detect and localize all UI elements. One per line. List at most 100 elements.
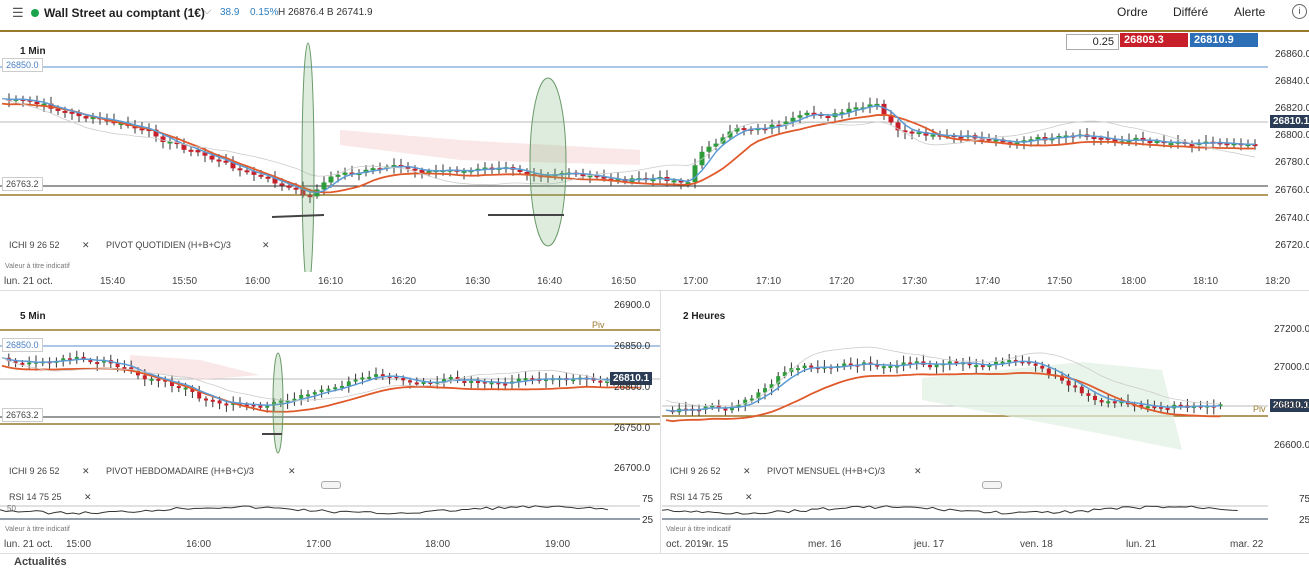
ichimoku-cloud xyxy=(340,130,640,165)
candle xyxy=(710,405,715,408)
x-tick-label: 18:20 xyxy=(1265,276,1291,287)
indicator-pivot[interactable]: PIVOT QUOTIDIEN (H+B+C)/3 xyxy=(106,240,231,250)
candle xyxy=(1066,380,1071,386)
x-start-label: lun. 21 oct. xyxy=(4,276,53,287)
candle xyxy=(839,112,845,115)
highlight-ellipse xyxy=(301,42,315,272)
candle xyxy=(1178,404,1183,407)
instrument-title[interactable]: Wall Street au comptant (1€) xyxy=(44,6,205,20)
candle xyxy=(122,367,127,370)
y-tick-label: 26720.0 xyxy=(1275,240,1309,251)
indicator-ichimoku[interactable]: ICHI 9 26 52 xyxy=(9,240,60,250)
candle xyxy=(476,381,480,384)
news-section-label[interactable]: Actualités xyxy=(14,556,67,568)
candle xyxy=(796,368,800,371)
candle xyxy=(881,366,886,369)
candle xyxy=(671,180,677,183)
candle xyxy=(286,185,292,188)
indicator-pivot[interactable]: PIVOT MENSUEL (H+B+C)/3 xyxy=(767,466,886,476)
candle xyxy=(1133,137,1139,141)
candle xyxy=(142,375,147,380)
candle xyxy=(776,376,781,385)
candle xyxy=(980,365,985,368)
candle xyxy=(279,183,285,186)
indicator-ichimoku[interactable]: ICHI 9 26 52 xyxy=(9,466,60,476)
candle xyxy=(1013,360,1018,363)
chevron-down-icon[interactable]: ⌵ xyxy=(203,5,212,17)
candle xyxy=(299,394,304,399)
close-icon[interactable]: ✕ xyxy=(82,240,90,250)
candle xyxy=(809,365,814,368)
tenkan-line xyxy=(665,360,1221,412)
rsi-5min[interactable] xyxy=(0,496,660,528)
indicator-pivot[interactable]: PIVOT HEBDOMADAIRE (H+B+C)/3 xyxy=(106,466,254,476)
candle xyxy=(530,378,535,381)
candle xyxy=(190,387,195,392)
x-tick-label: 18:10 xyxy=(1193,276,1219,287)
candle xyxy=(986,138,992,141)
close-icon[interactable]: ✕ xyxy=(262,240,270,250)
candle xyxy=(1073,385,1078,388)
candle xyxy=(797,115,803,118)
alert-button[interactable]: Alerte xyxy=(1234,5,1266,19)
chart-1min[interactable] xyxy=(0,40,1268,272)
candle xyxy=(930,134,936,137)
close-icon[interactable]: ✕ xyxy=(84,492,92,502)
candle xyxy=(202,152,208,156)
candle xyxy=(176,386,181,389)
rsi-level-25: 25 xyxy=(1299,515,1309,526)
chart-5min[interactable] xyxy=(0,300,660,482)
candle xyxy=(802,365,807,369)
order-button[interactable]: Ordre xyxy=(1117,5,1148,19)
close-icon[interactable]: ✕ xyxy=(288,466,296,476)
candle xyxy=(469,381,474,384)
candle xyxy=(1119,401,1124,404)
rsi-indicator-label[interactable]: RSI 14 75 25 xyxy=(9,492,62,502)
candle xyxy=(41,103,47,106)
candle xyxy=(881,103,887,115)
y-tick-label: 26900.0 xyxy=(614,300,651,311)
resize-handle[interactable] xyxy=(321,481,341,489)
candle xyxy=(1060,375,1064,381)
rsi-indicator-label[interactable]: RSI 14 75 25 xyxy=(670,492,723,502)
candle xyxy=(265,404,270,408)
candle xyxy=(312,392,317,395)
y-tick-label: 26820.0 xyxy=(1275,103,1309,114)
y-tick-label: 26800.0 xyxy=(1275,130,1309,141)
candle xyxy=(408,380,412,383)
close-icon[interactable]: ✕ xyxy=(745,492,753,502)
info-icon[interactable]: i xyxy=(1292,4,1307,19)
deferred-order-button[interactable]: Différé xyxy=(1173,5,1209,19)
candle xyxy=(167,141,173,144)
candle xyxy=(1040,365,1045,369)
candle xyxy=(587,175,593,178)
x-tick-label: 16:30 xyxy=(465,276,491,287)
candle xyxy=(923,132,929,136)
candle xyxy=(516,378,521,382)
candle xyxy=(594,175,600,178)
candle xyxy=(139,128,145,131)
menu-icon[interactable]: ☰ xyxy=(12,5,24,20)
kijun-line xyxy=(1,102,1256,194)
candle xyxy=(1245,144,1251,147)
sell-price-button[interactable]: 26809.3 xyxy=(1120,33,1188,47)
candle xyxy=(272,401,276,405)
resize-handle[interactable] xyxy=(982,481,1002,489)
quantity-input[interactable]: 0.25 xyxy=(1066,34,1119,50)
buy-price-button[interactable]: 26810.9 xyxy=(1190,33,1258,47)
level-top-label: 26850.0 xyxy=(2,338,43,352)
candle xyxy=(188,149,194,152)
candle xyxy=(776,124,782,127)
candle xyxy=(69,111,75,114)
chart-2h[interactable] xyxy=(662,300,1268,482)
candle xyxy=(156,378,161,381)
candle xyxy=(811,112,817,115)
close-icon[interactable]: ✕ xyxy=(82,466,90,476)
rsi-2h[interactable] xyxy=(662,496,1268,528)
candle xyxy=(723,408,728,411)
indicator-ichimoku[interactable]: ICHI 9 26 52 xyxy=(670,466,721,476)
candle xyxy=(1086,393,1091,396)
close-icon[interactable]: ✕ xyxy=(914,466,922,476)
candle xyxy=(342,172,348,175)
close-icon[interactable]: ✕ xyxy=(743,466,751,476)
